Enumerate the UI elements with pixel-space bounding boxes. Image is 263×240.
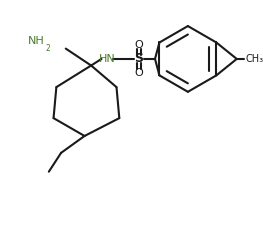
Text: O: O [135,40,143,50]
Text: NH: NH [27,36,44,46]
Text: O: O [135,68,143,78]
Text: S: S [135,52,144,66]
Text: CH₃: CH₃ [245,54,263,64]
Text: 2: 2 [45,44,50,53]
Text: HN: HN [99,54,115,64]
